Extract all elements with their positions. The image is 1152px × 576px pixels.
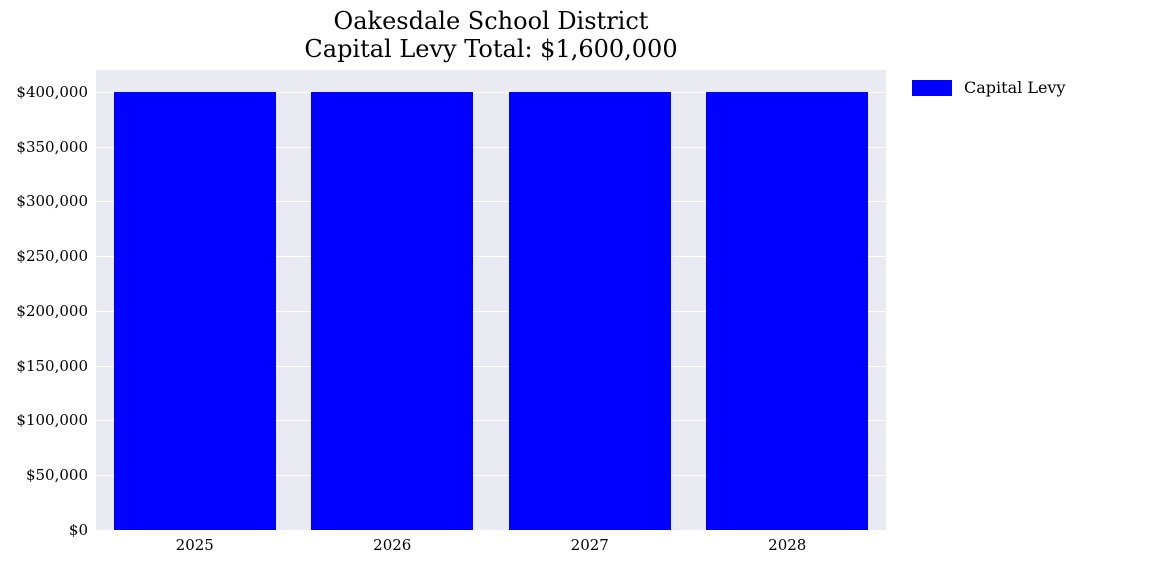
ytick-label: $0 [69,521,96,539]
chart-title-line2: Capital Levy Total: $1,600,000 [96,36,886,64]
ytick-label: $350,000 [16,138,96,156]
legend-swatch [912,80,952,96]
xtick-label: 2026 [373,530,411,554]
bar [706,92,868,530]
legend: Capital Levy [912,78,1065,97]
xtick-label: 2028 [768,530,806,554]
ytick-label: $300,000 [16,192,96,210]
bar [114,92,276,530]
ytick-label: $150,000 [16,357,96,375]
xtick-label: 2027 [571,530,609,554]
ytick-label: $50,000 [26,466,96,484]
bar-chart: Oakesdale School District Capital Levy T… [0,0,1152,576]
ytick-label: $100,000 [16,411,96,429]
xtick-label: 2025 [176,530,214,554]
bar [311,92,473,530]
ytick-label: $200,000 [16,302,96,320]
chart-title-line1: Oakesdale School District [96,8,886,36]
ytick-label: $250,000 [16,247,96,265]
legend-label: Capital Levy [964,78,1065,97]
plot-area: $0$50,000$100,000$150,000$200,000$250,00… [96,70,886,530]
chart-title: Oakesdale School District Capital Levy T… [96,8,886,63]
bar [509,92,671,530]
ytick-label: $400,000 [16,83,96,101]
